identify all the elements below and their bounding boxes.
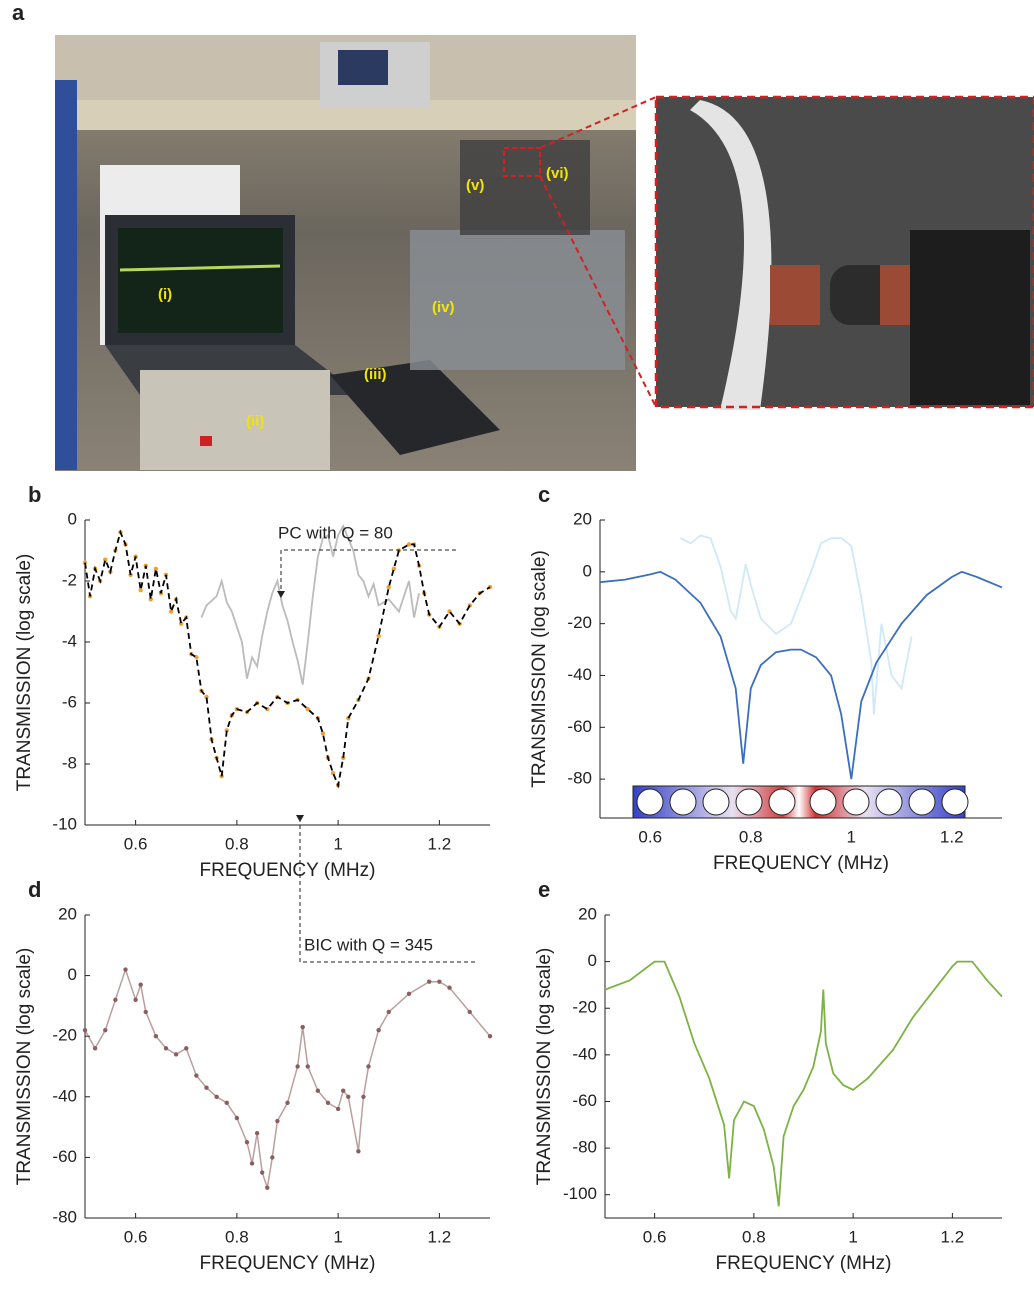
y-tick-label: -60 bbox=[567, 717, 592, 736]
y-tick-label: -60 bbox=[572, 1091, 597, 1110]
x-axis-label: FREQUENCY (MHz) bbox=[716, 1253, 892, 1274]
x-tick-label: 0.8 bbox=[225, 1227, 249, 1246]
y-tick-label: -40 bbox=[572, 1044, 597, 1063]
annotation-arrow bbox=[277, 591, 285, 598]
panel-letter: a bbox=[12, 0, 25, 25]
y-tick-label: 0 bbox=[68, 965, 77, 984]
x-tick-label: 0.8 bbox=[739, 827, 763, 846]
x-tick-label: 0.6 bbox=[643, 1227, 667, 1246]
photo-label: (v) bbox=[466, 177, 484, 194]
field-hole bbox=[875, 788, 903, 816]
y-tick-label: -10 bbox=[52, 814, 77, 833]
y-tick-label: -20 bbox=[572, 998, 597, 1017]
panel-letter: b bbox=[28, 482, 41, 507]
series-line bbox=[679, 534, 913, 715]
y-tick-label: -2 bbox=[62, 570, 77, 589]
field-hole bbox=[702, 788, 730, 816]
data-point bbox=[406, 542, 412, 547]
field-hole bbox=[735, 788, 763, 816]
x-axis-label: FREQUENCY (MHz) bbox=[200, 1253, 376, 1274]
data-point bbox=[138, 587, 143, 593]
x-tick-label: 0.8 bbox=[225, 834, 249, 853]
data-point bbox=[153, 566, 159, 571]
y-tick-label: 20 bbox=[58, 904, 77, 923]
data-point bbox=[376, 633, 381, 639]
zoom-inset bbox=[503, 95, 1034, 410]
x-tick-label: 1 bbox=[847, 827, 856, 846]
field-hole bbox=[768, 788, 796, 816]
y-tick-label: 20 bbox=[578, 904, 597, 923]
field-hole bbox=[809, 788, 837, 816]
y-tick-label: -40 bbox=[567, 665, 592, 684]
y-tick-label: 0 bbox=[588, 951, 597, 970]
annotation: PC with Q = 80 bbox=[278, 523, 393, 542]
photo-label: (vi) bbox=[546, 165, 569, 182]
y-tick-label: -80 bbox=[567, 769, 592, 788]
series-line bbox=[599, 570, 1003, 780]
y-axis-label: TRANSMISSION (log scale) bbox=[14, 948, 35, 1186]
data-point bbox=[320, 731, 326, 736]
x-tick-label: 0.6 bbox=[124, 1227, 148, 1246]
field-hole bbox=[941, 788, 969, 816]
annotation-arrow bbox=[296, 815, 304, 822]
y-tick-label: -6 bbox=[62, 692, 77, 711]
x-tick-label: 0.8 bbox=[742, 1227, 766, 1246]
photo bbox=[55, 35, 636, 471]
y-tick-label: -80 bbox=[572, 1138, 597, 1157]
data-point bbox=[340, 755, 346, 761]
data-point bbox=[305, 706, 310, 712]
x-tick-label: 0.6 bbox=[638, 827, 662, 846]
data-point bbox=[386, 584, 391, 590]
y-tick-label: -100 bbox=[563, 1184, 597, 1203]
y-tick-label: -4 bbox=[62, 631, 77, 650]
y-tick-label: -60 bbox=[52, 1147, 77, 1166]
field-hole bbox=[636, 788, 664, 816]
panel-letter: e bbox=[538, 877, 550, 902]
x-tick-label: 1.2 bbox=[941, 1227, 965, 1246]
x-tick-label: 1 bbox=[848, 1227, 857, 1246]
annotation-leader bbox=[280, 549, 456, 592]
photo-label: (iv) bbox=[432, 299, 455, 316]
series-line bbox=[200, 524, 420, 685]
y-axis-label: TRANSMISSION (log scale) bbox=[534, 948, 555, 1186]
photo-label: (i) bbox=[158, 286, 172, 303]
y-tick-label: -20 bbox=[52, 1026, 77, 1045]
y-tick-label: 0 bbox=[583, 561, 592, 580]
field-hole bbox=[669, 788, 697, 816]
x-tick-label: 1.2 bbox=[940, 827, 964, 846]
x-tick-label: 0.6 bbox=[124, 834, 148, 853]
field-hole bbox=[842, 788, 870, 816]
field-hole bbox=[908, 788, 936, 816]
field-inset bbox=[632, 785, 969, 819]
y-tick-label: -20 bbox=[567, 613, 592, 632]
data-point bbox=[148, 597, 154, 602]
annotation-leader bbox=[299, 816, 475, 963]
photo-label: (ii) bbox=[246, 413, 264, 430]
y-tick-label: -8 bbox=[62, 753, 77, 772]
y-tick-label: 20 bbox=[573, 509, 592, 528]
series-line bbox=[84, 967, 491, 1188]
x-axis-label: FREQUENCY (MHz) bbox=[200, 860, 376, 881]
x-tick-label: 1.2 bbox=[428, 1227, 452, 1246]
x-tick-label: 1 bbox=[333, 834, 342, 853]
y-tick-label: -40 bbox=[52, 1086, 77, 1105]
panel-letter: d bbox=[28, 877, 41, 902]
y-axis-label: TRANSMISSION (log scale) bbox=[529, 550, 550, 788]
x-tick-label: 1 bbox=[333, 1227, 342, 1246]
panel-letter: c bbox=[538, 482, 550, 507]
series-line bbox=[84, 529, 491, 789]
photo-label: (iii) bbox=[364, 366, 387, 383]
y-axis-label: TRANSMISSION (log scale) bbox=[14, 554, 35, 792]
x-axis-label: FREQUENCY (MHz) bbox=[713, 853, 889, 874]
data-point bbox=[168, 609, 174, 614]
x-tick-label: 1.2 bbox=[428, 834, 452, 853]
data-point bbox=[204, 694, 209, 700]
y-tick-label: 0 bbox=[68, 509, 77, 528]
data-point bbox=[224, 728, 229, 733]
annotation: BIC with Q = 345 bbox=[304, 935, 433, 954]
y-tick-label: -80 bbox=[52, 1207, 77, 1226]
series-line bbox=[604, 960, 1003, 1207]
